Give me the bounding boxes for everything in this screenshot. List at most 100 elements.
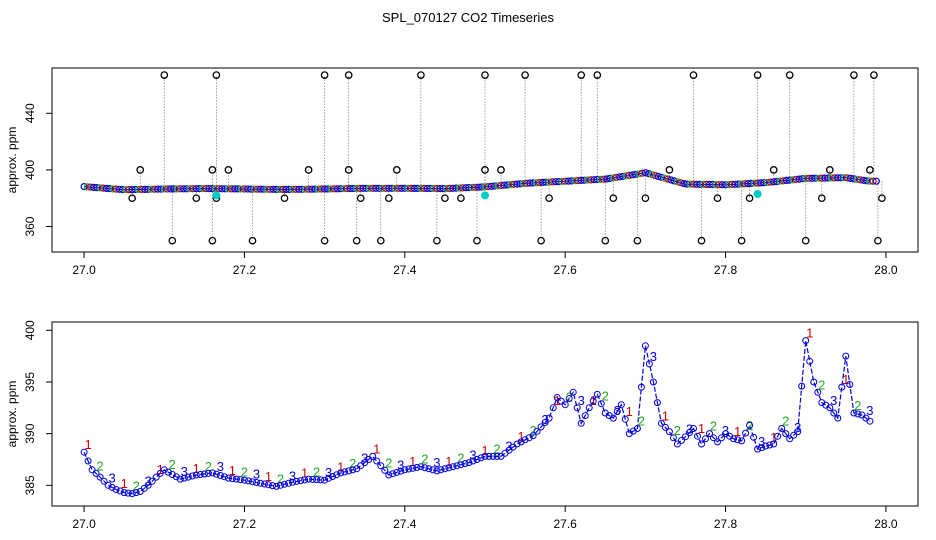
series-marker [794, 428, 802, 436]
series-marker [469, 457, 477, 465]
series-marker [561, 401, 569, 409]
series-marker [653, 399, 661, 407]
series-marker [798, 382, 806, 390]
series-marker [525, 434, 533, 442]
series-digit-label: 3 [505, 438, 512, 453]
top-x-tick-label: 27.4 [393, 263, 417, 277]
bottom-panel: 123 1 2 31 2 3 1 2 3 1 2 3 1 2 3 1 2 3 1 2 312 3 1 2 3 1 2 3 1 2 31 231… [5, 320, 919, 531]
spike-marker [344, 71, 353, 79]
top-y-tick-label: 400 [23, 160, 37, 180]
series-marker [706, 430, 713, 438]
series-marker [413, 464, 421, 471]
series-marker [285, 479, 292, 487]
series-digit-label: 3 [650, 349, 657, 364]
spike-marker [441, 194, 449, 203]
series-marker [806, 357, 814, 365]
series-marker [369, 452, 377, 460]
series-marker [289, 478, 297, 486]
spike-marker [825, 166, 834, 174]
baseline-marker [670, 177, 678, 185]
series-marker [265, 481, 272, 489]
series-marker [814, 388, 822, 396]
series-marker [790, 431, 798, 439]
series-marker [669, 434, 677, 442]
bottom-y-axis-title: approx. ppm [5, 381, 19, 448]
series-marker [245, 477, 252, 485]
series-marker [313, 476, 321, 484]
series-digit-label: 3 [217, 459, 224, 474]
series-marker [84, 457, 92, 465]
top-x-tick-label: 27.8 [714, 263, 738, 277]
series-digit-label: 3 [578, 393, 585, 408]
series-marker [565, 395, 573, 402]
series-marker [329, 473, 337, 480]
series-marker [96, 473, 104, 481]
series-digit-label: 1 [806, 326, 813, 341]
series-digit-label: 2 [457, 451, 464, 466]
baseline-marker [673, 178, 682, 186]
series-marker [156, 469, 164, 477]
series-marker [746, 421, 754, 429]
series-digit-label: 2 [241, 465, 248, 480]
series-marker [694, 432, 701, 440]
top-x-tick-label: 27.2 [233, 263, 257, 277]
series-marker [172, 473, 180, 481]
bot-y-tick-label: 395 [23, 372, 37, 392]
series-digit-label: 3 [289, 468, 296, 483]
baseline-marker [641, 169, 650, 177]
top-plot-frame [51, 67, 919, 253]
series-marker [104, 481, 112, 489]
series-marker [192, 471, 200, 479]
series-marker [597, 400, 605, 408]
series-digit-label: 2 [205, 459, 212, 474]
series-marker [305, 475, 313, 483]
spike-marker [392, 166, 401, 174]
series-marker [277, 481, 284, 489]
series-marker [381, 466, 389, 474]
series-marker [240, 476, 248, 484]
series-marker [333, 471, 341, 479]
series-marker [228, 475, 236, 483]
series-digit-label: 1 [662, 408, 669, 423]
spike-marker [192, 194, 201, 203]
series-marker [124, 489, 132, 497]
series-digit-label: 2 [349, 456, 356, 471]
series-marker [766, 441, 774, 449]
series-marker [301, 476, 309, 484]
series-marker [473, 456, 481, 463]
top-x-tick-label: 28.0 [874, 263, 898, 277]
baseline-marker [644, 170, 653, 178]
spike-marker [697, 236, 706, 245]
baseline-marker [664, 175, 672, 183]
series-digit-label: 2 [602, 389, 609, 404]
series-marker [573, 404, 581, 412]
baseline-marker [872, 177, 880, 185]
series-digit-label: 1 [626, 404, 633, 419]
series-marker [437, 466, 445, 474]
series-digit-label: 1 [842, 372, 849, 387]
series-marker [120, 489, 128, 497]
series-marker [337, 469, 345, 477]
series-marker [349, 466, 357, 474]
series-digit-label: 2 [674, 423, 681, 438]
series-marker [176, 475, 184, 483]
series-digit-label: 3 [433, 455, 440, 470]
spike-marker [745, 194, 754, 203]
series-marker [433, 467, 441, 475]
series-marker [148, 477, 156, 485]
series-marker [88, 466, 96, 474]
series-marker [549, 404, 557, 412]
series-marker [846, 381, 854, 388]
spike-marker [641, 194, 650, 203]
spike-marker [665, 166, 674, 174]
spike-marker [168, 236, 177, 245]
series-marker [281, 480, 288, 488]
top-x-tick-label: 27.0 [72, 263, 96, 277]
series-marker [317, 476, 325, 484]
spike-marker [577, 71, 586, 79]
series-marker [678, 436, 685, 444]
series-marker [377, 462, 385, 470]
series-marker [541, 419, 549, 426]
series-digit-label: 1 [445, 454, 452, 469]
spike-marker [601, 236, 610, 245]
